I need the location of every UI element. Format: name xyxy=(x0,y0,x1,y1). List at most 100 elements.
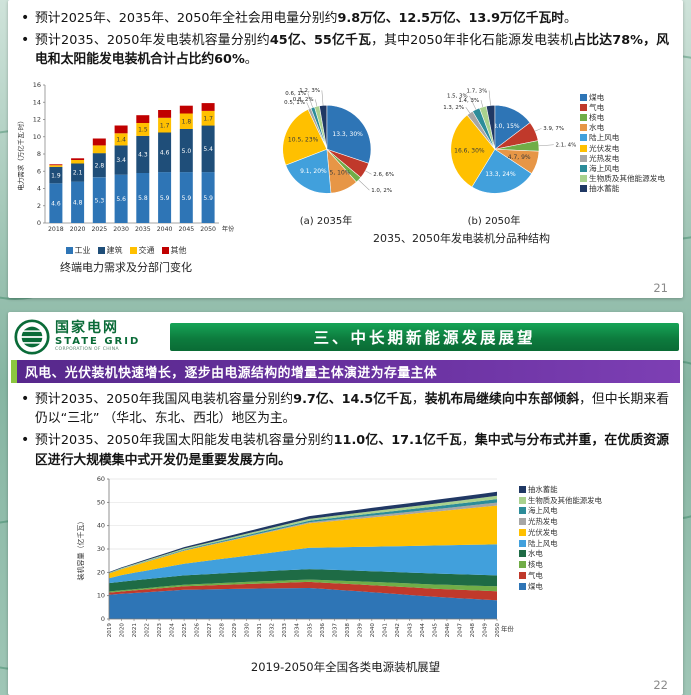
legend-item: 煤电 xyxy=(519,582,618,591)
legend-label: 煤电 xyxy=(528,581,543,591)
svg-text:2037: 2037 xyxy=(332,622,338,637)
legend-color-chip xyxy=(519,518,526,525)
svg-text:2044: 2044 xyxy=(420,622,426,637)
state-grid-logo-icon xyxy=(14,318,50,355)
legend-label: 水电 xyxy=(589,123,605,133)
slide2-bullet-list: 预计2035、2050年我国风电装机容量分别约9.7亿、14.5亿千瓦，装机布局… xyxy=(8,383,683,470)
legend-color-chip xyxy=(519,539,526,547)
svg-text:4.6: 4.6 xyxy=(51,200,61,207)
svg-text:2024: 2024 xyxy=(170,622,176,637)
svg-text:2036: 2036 xyxy=(320,622,326,637)
legend-item: 核电 xyxy=(519,560,618,569)
svg-text:5.6: 5.6 xyxy=(116,196,126,203)
svg-text:0.5, 1%: 0.5, 1% xyxy=(284,100,305,106)
legend-item: 气电 xyxy=(580,103,681,112)
svg-text:2029: 2029 xyxy=(232,622,238,637)
svg-text:13.3, 30%: 13.3, 30% xyxy=(332,131,363,138)
legend-label: 煤电 xyxy=(589,93,605,103)
svg-text:10: 10 xyxy=(97,591,105,599)
legend-color-chip xyxy=(580,174,587,182)
svg-text:4.3: 4.3 xyxy=(138,151,148,158)
legend-item: 抽水蓄能 xyxy=(580,184,681,193)
svg-text:年份: 年份 xyxy=(222,225,235,233)
bar-chart-caption: 终端电力需求及分部门变化 xyxy=(60,260,192,274)
svg-text:2030: 2030 xyxy=(245,622,251,637)
svg-text:13.3, 24%: 13.3, 24% xyxy=(485,171,516,178)
svg-text:20: 20 xyxy=(97,568,105,576)
svg-text:0.8, 2%: 0.8, 2% xyxy=(293,97,314,103)
svg-text:1.4, 3%: 1.4, 3% xyxy=(458,97,479,103)
svg-text:2019: 2019 xyxy=(107,622,113,637)
legend-label: 海上风电 xyxy=(589,163,620,173)
svg-text:年份: 年份 xyxy=(501,624,514,633)
slide2-header: 国家电网 STATE GRID CORPORATION OF CHINA 三、中… xyxy=(8,312,683,356)
legend-color-chip xyxy=(519,550,526,558)
svg-text:2033: 2033 xyxy=(282,622,288,637)
legend-color-chip xyxy=(65,246,73,254)
svg-text:2018: 2018 xyxy=(48,226,64,233)
svg-text:60: 60 xyxy=(97,475,105,483)
demand-bar-chart: 0 2 4 6 8 10 12 14 16 电力需求（万亿千瓦·时） 4.6 1.9 2018 4.8 2.… xyxy=(16,81,235,233)
svg-text:2020: 2020 xyxy=(120,622,126,637)
svg-text:2021: 2021 xyxy=(132,622,138,637)
legend-color-chip xyxy=(580,114,587,122)
svg-text:12: 12 xyxy=(33,115,41,123)
svg-text:4: 4 xyxy=(37,184,41,192)
svg-text:16.6, 30%: 16.6, 30% xyxy=(454,147,485,154)
svg-text:2047: 2047 xyxy=(458,622,464,637)
state-grid-logo-text: 国家电网 STATE GRID CORPORATION OF CHINA xyxy=(55,321,140,352)
svg-text:2049: 2049 xyxy=(483,622,489,637)
svg-text:1.2, 3%: 1.2, 3% xyxy=(299,88,320,94)
bullet-item: 预计2035、2050年发电装机容量分别约45亿、55亿千瓦，其中2050年非化… xyxy=(20,30,669,69)
svg-text:2.1, 4%: 2.1, 4% xyxy=(556,142,577,148)
svg-text:电力需求（万亿千瓦·时）: 电力需求（万亿千瓦·时） xyxy=(16,117,25,191)
svg-text:30: 30 xyxy=(97,545,105,553)
legend-color-chip xyxy=(580,124,587,132)
legend-item: 光热发电 xyxy=(580,154,681,163)
svg-text:40: 40 xyxy=(97,521,105,529)
svg-text:3.9, 7%: 3.9, 7% xyxy=(543,126,564,132)
svg-text:3.4: 3.4 xyxy=(116,157,126,164)
svg-text:2039: 2039 xyxy=(357,622,363,637)
svg-text:0: 0 xyxy=(37,219,41,227)
bar-chart-legend: 工业 建筑 交通 其他 xyxy=(65,245,187,256)
svg-text:1.5: 1.5 xyxy=(138,126,148,133)
legend-label: 光伏发电 xyxy=(589,143,620,153)
svg-text:2032: 2032 xyxy=(270,623,276,637)
logo-chinese-name: 国家电网 xyxy=(55,320,119,337)
page-number: 22 xyxy=(653,678,668,692)
svg-text:2042: 2042 xyxy=(395,623,401,637)
svg-text:2023: 2023 xyxy=(157,622,163,637)
legend-item: 海上风电 xyxy=(580,164,681,173)
legend-label: 陆上风电 xyxy=(528,538,558,548)
legend-color-chip xyxy=(519,582,526,590)
svg-text:5.3: 5.3 xyxy=(95,197,105,204)
svg-text:2028: 2028 xyxy=(220,622,226,637)
legend-label: 陆上风电 xyxy=(589,133,620,143)
legend-label: 核电 xyxy=(589,113,605,123)
svg-text:2025: 2025 xyxy=(92,226,108,233)
legend-item: 陆上风电 xyxy=(519,539,618,548)
legend-label: 其他 xyxy=(170,245,187,255)
legend-label: 交通 xyxy=(138,245,155,255)
legend-item: 建筑 xyxy=(97,245,123,256)
legend-item: 光热发电 xyxy=(519,517,618,526)
legend-item: 核电 xyxy=(580,113,681,122)
svg-text:6: 6 xyxy=(37,167,41,175)
legend-label: 核电 xyxy=(528,560,543,569)
svg-text:2030: 2030 xyxy=(113,226,129,233)
slide1-charts-row: 0 2 4 6 8 10 12 14 16 电力需求（万亿千瓦·时） 4.6 1.9 2018 4.8 2.… xyxy=(8,73,683,275)
svg-text:1.3, 2%: 1.3, 2% xyxy=(443,105,464,111)
legend-color-chip xyxy=(161,246,169,254)
svg-text:14: 14 xyxy=(33,98,41,106)
pie-a-label: (a) 2035年 xyxy=(299,215,353,227)
bullet-item: 预计2035、2050年我国太阳能发电装机容量分别约11.0亿、17.1亿千瓦，… xyxy=(20,430,669,469)
slide-page-22: 国家电网 STATE GRID CORPORATION OF CHINA 三、中… xyxy=(8,312,683,695)
svg-text:2.1: 2.1 xyxy=(73,169,83,176)
svg-text:2025: 2025 xyxy=(182,622,188,637)
svg-text:2046: 2046 xyxy=(445,622,451,637)
legend-label: 光热发电 xyxy=(528,517,558,526)
svg-text:2040: 2040 xyxy=(157,226,173,233)
svg-text:1.7, 3%: 1.7, 3% xyxy=(467,88,488,94)
